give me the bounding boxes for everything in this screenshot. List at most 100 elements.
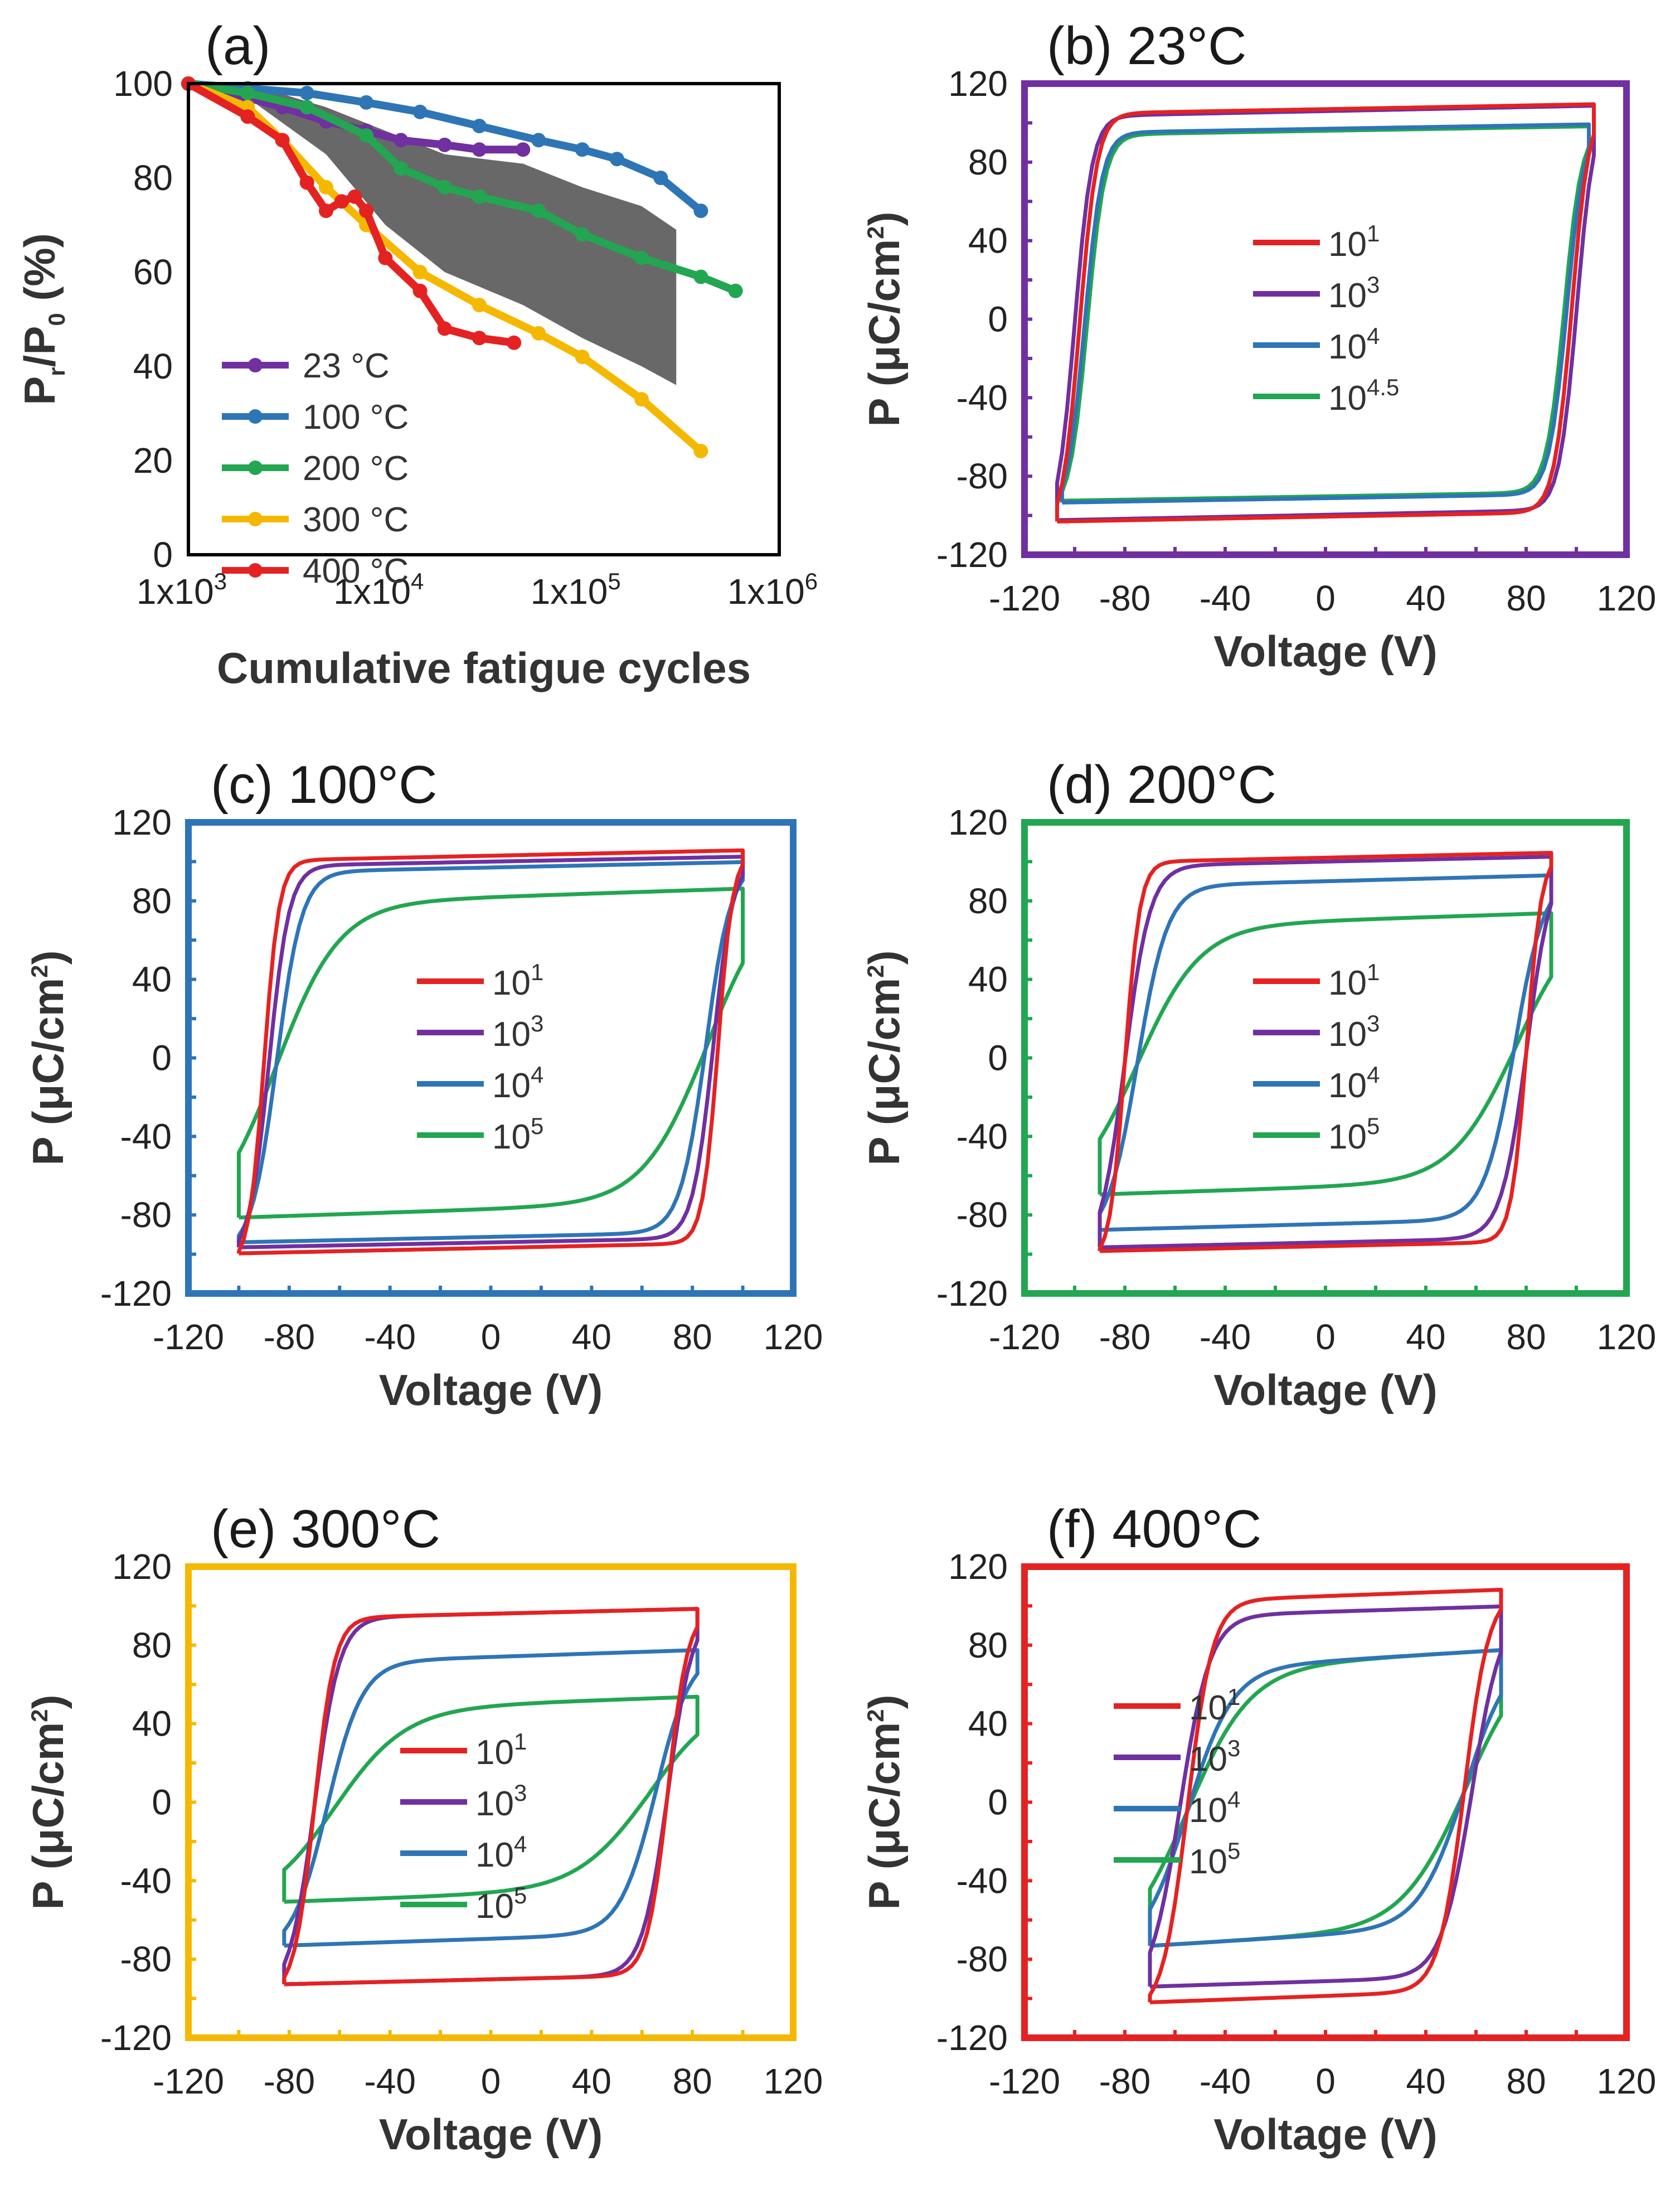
hysteresis-loop [282,1648,700,1948]
y-tick-label: -120 [936,535,1008,575]
x-tick-label: -120 [989,2061,1060,2101]
legend-label: 104.5 [1328,374,1399,418]
data-point [437,321,452,336]
x-tick-label: 0 [481,2061,501,2101]
legend-label: 300 °C [303,501,409,539]
x-tick-label: 0 [481,1317,501,1357]
data-point [693,444,708,459]
x-tick-label: -80 [1099,1317,1151,1357]
data-point [472,142,487,157]
data-point [728,283,743,298]
panel-title: (e) 300°C [211,1499,440,1559]
data-point [531,133,546,148]
x-axis-label: Voltage (V) [379,1365,603,1414]
x-axis-label: Cumulative fatigue cycles [217,643,751,692]
y-tick-label: -80 [120,1939,172,1979]
y-tick-label: 40 [132,960,172,1000]
y-tick-label: -120 [936,2018,1008,2058]
data-point [412,104,428,119]
x-tick-label: -80 [1099,578,1151,618]
plot-frame [1021,1563,1630,2041]
x-tick-label: 1x105 [531,568,621,612]
y-tick-label: 60 [133,252,173,292]
y-tick-label: 80 [132,1625,172,1665]
legend-marker [248,512,263,526]
hysteresis-loop [1148,1587,1503,2004]
legend-label: 23 °C [303,347,390,385]
panel-title: (d) 200°C [1047,755,1276,815]
data-point [653,171,668,185]
x-tick-label: -120 [989,1317,1060,1357]
panel-title: (f) 400°C [1047,1499,1261,1559]
hysteresis-loop [282,1607,700,1986]
y-tick-label: 80 [968,1625,1008,1665]
y-tick-label: 0 [988,1782,1008,1823]
hysteresis-loop [282,1694,700,1904]
legend: 101 103 104 105 [417,959,543,1156]
hysteresis-loop [236,855,745,1249]
series-line-200C [187,80,737,295]
x-tick-label: 40 [1406,1317,1445,1357]
y-tick-label: -80 [956,456,1008,496]
x-axis-label: Voltage (V) [1213,2110,1438,2159]
data-point [412,265,428,279]
data-point [634,250,649,265]
legend: 23 °C 100 °C 200 °C 300 °C 400 °C [222,347,409,590]
x-axis-label: Voltage (V) [379,2110,603,2159]
hysteresis-loop [1098,873,1553,1232]
hysteresis-loop [236,886,745,1220]
panel-title: (c) 100°C [211,755,438,815]
y-tick-label: 0 [153,535,173,575]
legend-label: 101 [475,1728,527,1772]
legend-label: 104 [1328,323,1380,366]
error-band [247,84,677,385]
legend-label: 100 °C [303,398,409,437]
y-tick-label: -80 [956,1939,1008,1979]
x-tick-label: -40 [364,2061,416,2101]
data-point [693,203,708,219]
panel-title: (b) 23°C [1047,16,1247,76]
x-tick-label: 120 [1597,578,1657,618]
x-tick-label: -40 [1200,578,1251,618]
y-tick-label: 20 [133,440,173,481]
legend-label: 101 [492,959,543,1002]
x-tick-label: 120 [1597,1317,1657,1357]
x-tick-label: 80 [673,1317,712,1357]
legend-label: 105 [475,1882,527,1926]
y-tick-label: -40 [956,1116,1008,1156]
hysteresis-loop [236,860,745,1244]
data-point [472,331,487,346]
panel-b: (b) 23°C 120 80 40 0 -40 -80 -120-120 -80 -40 0 40 8… [860,16,1656,676]
x-tick-label: 40 [572,1317,611,1357]
x-tick-label: 0 [1315,2061,1336,2101]
legend-label: 103 [1189,1735,1240,1779]
y-tick-label: -40 [956,377,1008,418]
legend-label: 104 [492,1062,543,1105]
legend-label: 103 [1328,272,1380,315]
data-point [299,100,314,115]
legend-label: 400 °C [303,552,409,590]
data-point [472,119,487,134]
x-tick-label: -80 [1099,2061,1151,2101]
legend-label: 104 [475,1831,527,1874]
y-tick-label: 80 [968,881,1008,921]
y-tick-label: 0 [152,1782,172,1823]
data-point [472,189,487,204]
y-tick-label: 120 [112,1547,172,1587]
y-tick-label: 0 [152,1038,172,1078]
y-tick-label: 40 [968,1704,1008,1744]
y-tick-label: -80 [956,1195,1008,1235]
x-tick-label: 1x103 [137,568,227,612]
y-tick-label: 40 [133,346,173,386]
data-point [575,350,590,365]
data-point [609,152,624,167]
data-point [359,203,374,219]
legend-label: 105 [492,1113,543,1156]
y-tick-label: 80 [133,158,173,198]
y-tick-label: -40 [120,1116,172,1156]
legend-marker [248,461,263,475]
data-point [437,137,452,152]
data-point [531,326,546,341]
x-tick-label: -80 [264,2061,315,2101]
